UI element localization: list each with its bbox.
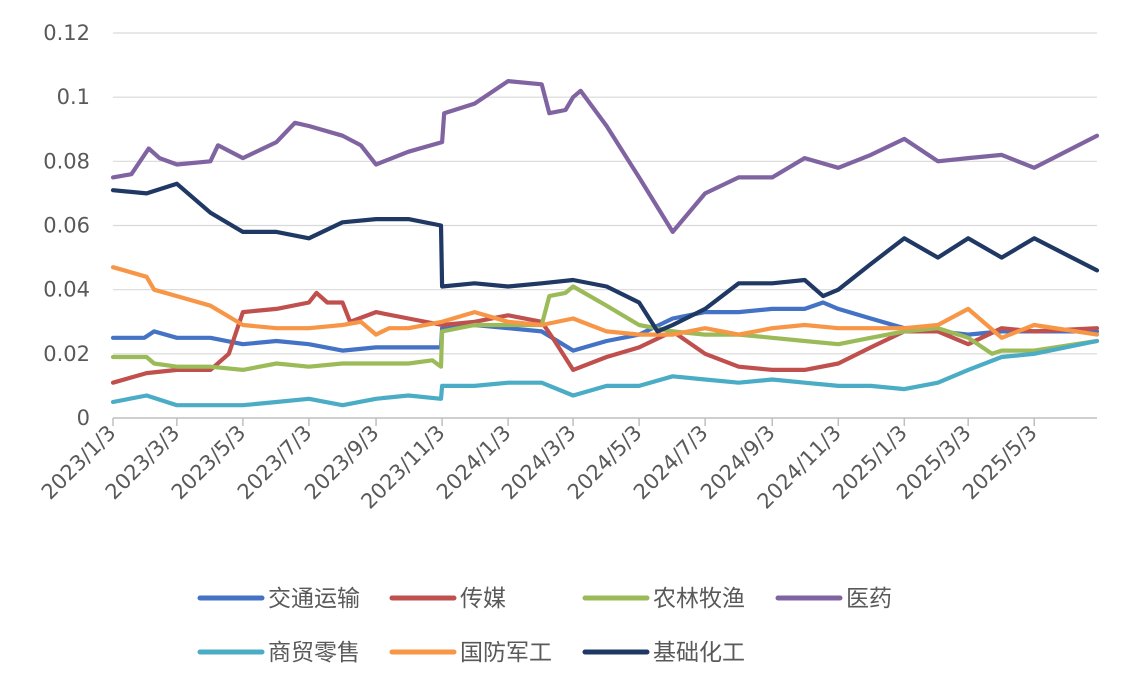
y-tick-label: 0.08 (43, 149, 90, 173)
legend-item: 基础化工 (582, 640, 745, 666)
y-tick-label: 0.12 (43, 21, 90, 45)
series-line-5 (110, 338, 1100, 408)
y-tick-label: 0.02 (43, 342, 90, 366)
legend-label: 医药 (846, 586, 892, 612)
legend-label: 国防军工 (460, 640, 552, 666)
y-tick-label: 0 (77, 406, 90, 430)
series-line-1 (110, 300, 1100, 353)
x-axis (112, 417, 1097, 426)
gridlines (113, 32, 1097, 355)
legend-item: 医药 (775, 586, 892, 612)
y-tick-label: 0.04 (43, 278, 90, 302)
series-lines (110, 78, 1100, 408)
legend-item: 农林牧渔 (582, 586, 745, 612)
y-tick-label: 0.06 (43, 214, 90, 238)
x-axis-tick-labels: 2023/1/32023/3/32023/5/32023/7/32023/9/3… (37, 421, 1042, 514)
legend-label: 商贸零售 (268, 640, 360, 666)
legend-label: 交通运输 (268, 586, 360, 612)
series-line-3 (110, 284, 1100, 372)
y-axis-tick-labels: 0 0.02 0.04 0.06 0.08 0.1 0.12 (43, 21, 90, 430)
legend-label: 农林牧渔 (653, 586, 745, 612)
legend-item: 商贸零售 (197, 640, 360, 666)
legend-label: 基础化工 (653, 640, 745, 666)
y-tick-label: 0.1 (57, 85, 90, 109)
legend-item: 交通运输 (197, 586, 360, 612)
legend-item: 国防军工 (389, 640, 552, 666)
series-line-4 (110, 78, 1100, 234)
legend-item: 传媒 (389, 586, 506, 612)
series-line-6 (110, 265, 1100, 340)
legend-label: 传媒 (460, 586, 506, 612)
series-line-7 (110, 181, 1100, 334)
